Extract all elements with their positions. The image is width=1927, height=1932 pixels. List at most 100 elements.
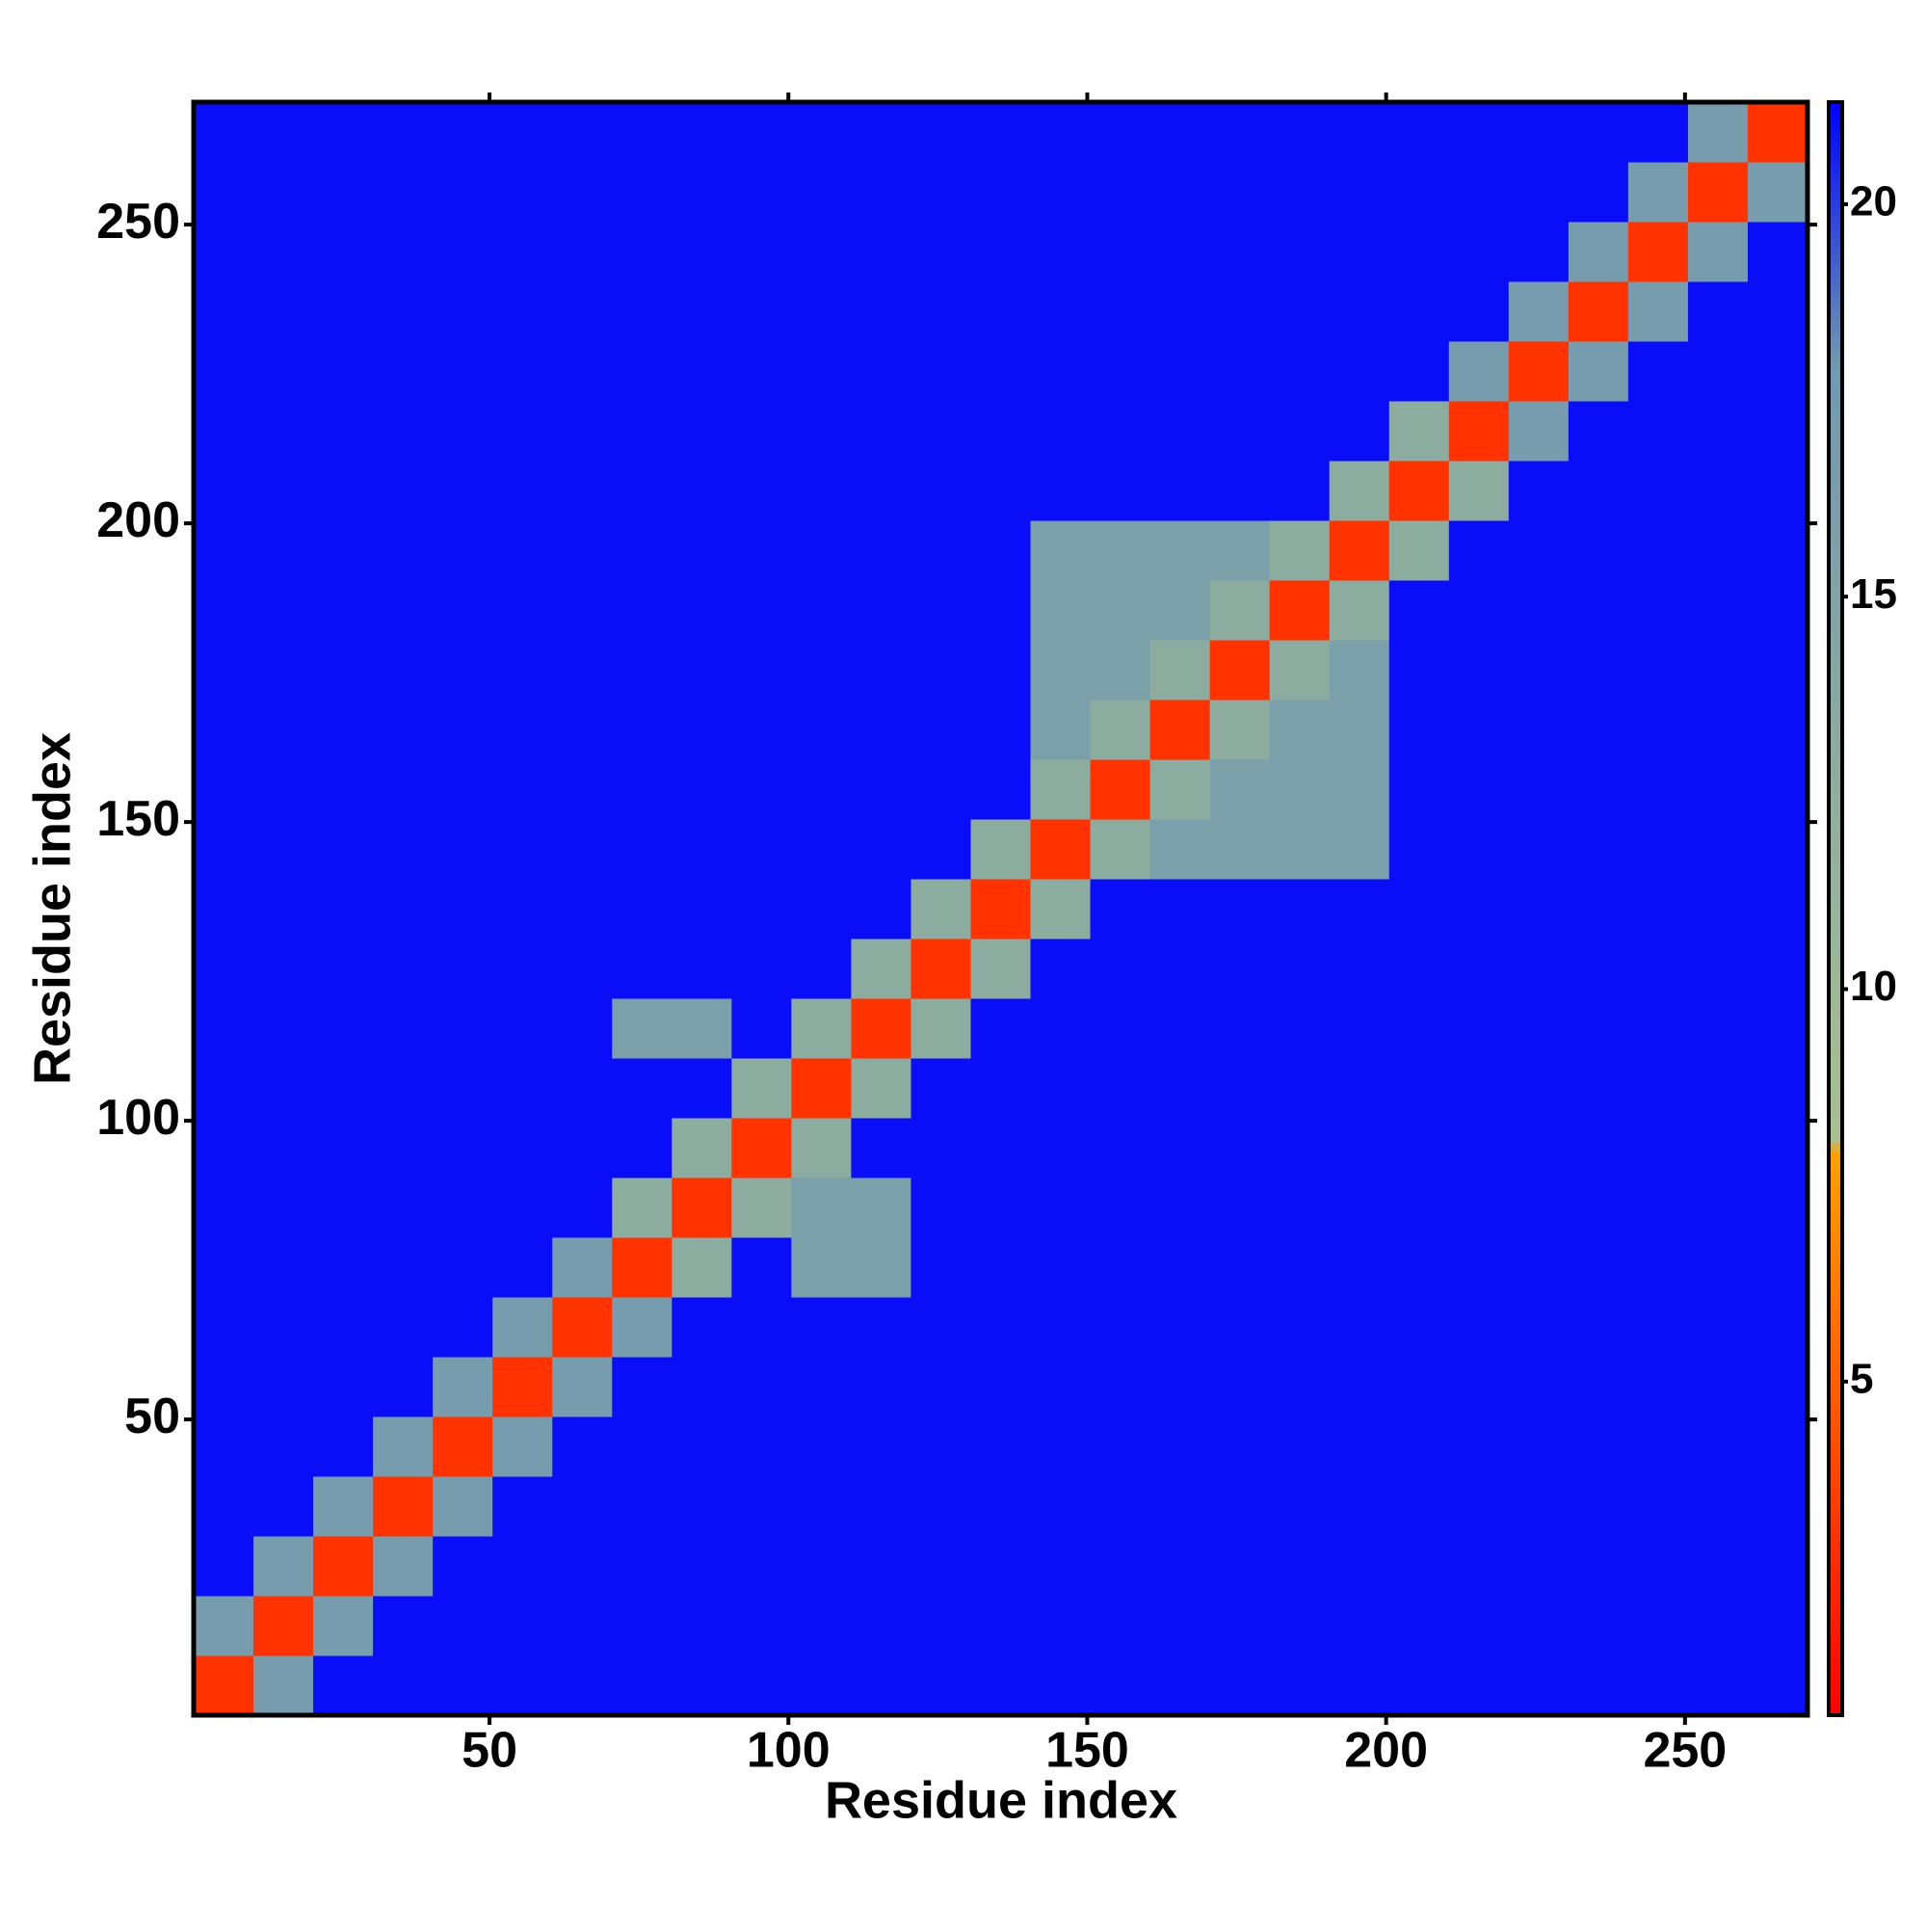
heatmap-cell (791, 998, 852, 1059)
heatmap-cell (911, 401, 971, 462)
heatmap-cell (911, 1655, 971, 1716)
colorbar-step (1829, 118, 1842, 127)
colorbar-step (1829, 828, 1842, 837)
heatmap-cell (1448, 1118, 1510, 1178)
heatmap-cell (1687, 162, 1749, 223)
heatmap-cell (1508, 640, 1570, 701)
heatmap-cell (1149, 162, 1211, 223)
colorbar-step (1829, 1707, 1842, 1716)
heatmap-cell (1388, 1476, 1450, 1537)
colorbar-step (1829, 440, 1842, 450)
heatmap-cell (433, 1058, 493, 1119)
colorbar-step (1829, 1634, 1842, 1644)
heatmap-cell (672, 1058, 732, 1119)
colorbar-step (1829, 126, 1842, 135)
heatmap-cell (433, 341, 493, 402)
heatmap-cell (612, 879, 673, 940)
colorbar-step (1829, 166, 1842, 175)
heatmap-cell (492, 222, 553, 282)
colorbar-step (1829, 1263, 1842, 1273)
heatmap-cell (1508, 759, 1570, 820)
heatmap-cell (1388, 461, 1450, 521)
heatmap-cell (1090, 341, 1151, 402)
heatmap-cell (672, 879, 732, 940)
heatmap-cell (1568, 281, 1629, 342)
colorbar-step (1829, 610, 1842, 620)
heatmap-cell (851, 1237, 911, 1298)
colorbar-step (1829, 1255, 1842, 1264)
heatmap-cell (1687, 1416, 1749, 1477)
colorbar-step (1829, 739, 1842, 749)
heatmap-cell (731, 520, 792, 581)
colorbar-step (1829, 634, 1842, 644)
colorbar-step (1829, 1086, 1842, 1096)
heatmap-cell (1627, 461, 1689, 521)
colorbar-step (1829, 1424, 1842, 1434)
heatmap-cell (911, 281, 971, 342)
heatmap-cell (433, 1476, 493, 1537)
colorbar-step (1829, 457, 1842, 466)
heatmap-cell (1388, 1357, 1450, 1417)
heatmap-cell (373, 879, 434, 940)
colorbar-step (1829, 368, 1842, 378)
heatmap-cell (1149, 1237, 1211, 1298)
heatmap-cell (194, 461, 254, 521)
heatmap-cell (1508, 1655, 1570, 1716)
heatmap-cell (1149, 700, 1211, 760)
heatmap-cell (253, 759, 314, 820)
heatmap-cell (1388, 1118, 1450, 1178)
heatmap-cell (1030, 401, 1092, 462)
heatmap-cell (1209, 341, 1271, 402)
heatmap-cell (970, 520, 1032, 581)
colorbar-step (1829, 1352, 1842, 1362)
heatmap-cell (672, 222, 732, 282)
heatmap-cell (970, 879, 1032, 940)
heatmap-cell (253, 1297, 314, 1358)
heatmap-cell (612, 1297, 673, 1358)
heatmap-cell (253, 162, 314, 223)
heatmap-cell (1568, 341, 1629, 402)
heatmap-cell (492, 640, 553, 701)
heatmap-cell (1747, 401, 1808, 462)
heatmap-cell (1030, 998, 1092, 1059)
heatmap-cell (1149, 640, 1211, 701)
heatmap-cell (1508, 520, 1570, 581)
colorbar-step (1829, 771, 1842, 781)
heatmap-cell (851, 1297, 911, 1358)
colorbar-step (1829, 230, 1842, 240)
heatmap-cell (672, 640, 732, 701)
heatmap-cell (373, 640, 434, 701)
heatmap-cell (1627, 1536, 1689, 1597)
heatmap-cell (911, 1416, 971, 1477)
heatmap-cell (313, 1476, 374, 1537)
heatmap-cell (1388, 520, 1450, 581)
heatmap-cell (911, 1237, 971, 1298)
heatmap-cell (672, 1596, 732, 1656)
heatmap-cell (373, 520, 434, 581)
colorbar-step (1829, 706, 1842, 716)
x-tick-label: 50 (462, 1723, 517, 1779)
heatmap-cell (731, 162, 792, 223)
heatmap-cell (612, 759, 673, 820)
heatmap-cell (1149, 1476, 1211, 1537)
colorbar-step (1829, 335, 1842, 345)
colorbar-step (1829, 691, 1842, 700)
heatmap-cell (194, 341, 254, 402)
heatmap-cell (1209, 819, 1271, 880)
heatmap-cell (731, 640, 792, 701)
heatmap-cell (1508, 1596, 1570, 1656)
colorbar-step (1829, 972, 1842, 982)
heatmap-cell (1747, 1058, 1808, 1119)
heatmap-cell (1149, 1058, 1211, 1119)
colorbar-step (1829, 319, 1842, 329)
heatmap-cell (1687, 1596, 1749, 1656)
heatmap-cell (1149, 341, 1211, 402)
colorbar-step (1829, 1441, 1842, 1450)
colorbar-step (1829, 658, 1842, 668)
heatmap-cell (253, 1655, 314, 1716)
heatmap-cell (911, 1297, 971, 1358)
heatmap-cell (1568, 1655, 1629, 1716)
heatmap-cell (1030, 222, 1092, 282)
heatmap-cell (1090, 1058, 1151, 1119)
heatmap-cell (731, 1476, 792, 1537)
